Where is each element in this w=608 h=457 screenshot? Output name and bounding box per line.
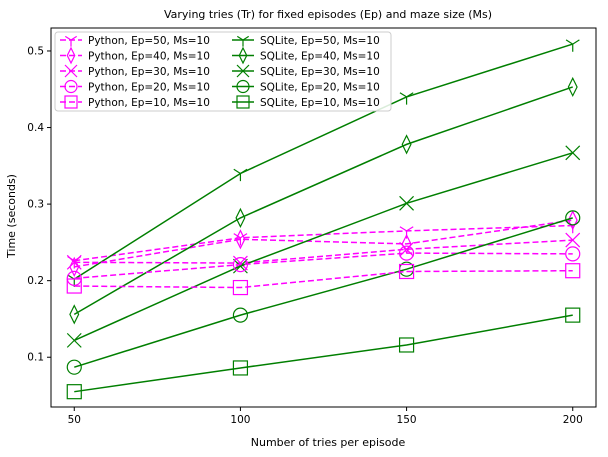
y-tick-label: 0.2 [27,275,44,287]
legend: Python, Ep=50, Ms=10 SQLite, Ep=50, Ms=10… [54,31,392,112]
legend-item: Python, Ep=20, Ms=10 [60,79,210,94]
data-point [66,270,82,286]
legend-label: Python, Ep=30, Ms=10 [88,66,210,78]
series-line [74,239,573,264]
series-line [74,217,573,368]
x-tick-label: 200 [563,414,583,426]
data-point [399,226,414,239]
legend-item: SQLite, Ep=10, Ms=10 [232,95,380,109]
data-point [567,210,578,231]
series-line [74,269,573,289]
data-point [565,145,581,161]
series-sqlite-1 [67,39,580,287]
data-point [565,232,581,248]
legend-item: Python, Ep=50, Ms=10 [60,35,210,47]
plot-frame [50,27,597,408]
plot-area [66,39,581,400]
x-axis-label: Number of tries per episode [251,436,406,449]
data-point [64,35,78,47]
data-point [66,278,82,294]
data-point [565,210,581,226]
series-line [74,219,573,268]
legend-label: Python, Ep=40, Ms=10 [88,51,210,63]
data-point [232,258,248,274]
data-point [66,384,82,400]
data-point [236,35,250,47]
series-sqlite-5 [66,145,581,348]
data-point [399,92,414,105]
legend-item: SQLite, Ep=30, Ms=10 [232,64,380,78]
legend-item: Python, Ep=40, Ms=10 [60,46,210,65]
legend-label: SQLite, Ep=20, Ms=10 [260,82,380,94]
data-point [565,263,581,279]
series-line [74,252,573,280]
data-point [233,168,248,182]
data-point [236,79,250,94]
data-point [236,95,250,109]
data-point [232,360,249,376]
y-axis-label: Time (seconds) [5,174,18,259]
series-python-8 [66,263,581,296]
legend-item: SQLite, Ep=50, Ms=10 [232,35,380,47]
data-point [399,195,415,211]
y-tick-label: 0.1 [27,352,44,364]
data-point [398,337,415,353]
data-point [66,332,82,348]
legend-item: Python, Ep=30, Ms=10 [60,64,210,78]
legend-label: SQLite, Ep=50, Ms=10 [260,35,380,47]
legend-label: Python, Ep=20, Ms=10 [88,82,210,94]
legend-label: Python, Ep=10, Ms=10 [88,97,210,109]
x-tick-label: 50 [68,414,81,426]
data-point [567,76,578,98]
legend-box [54,31,392,112]
y-tick-label: 0.5 [27,45,44,57]
data-point [66,359,82,375]
legend-label: SQLite, Ep=10, Ms=10 [260,97,380,109]
y-tick-label: 0.4 [27,122,44,134]
data-point [236,64,250,78]
legend-item: SQLite, Ep=40, Ms=10 [232,46,380,65]
data-point [232,307,249,323]
data-point [66,254,82,270]
chart-title: Varying tries (Tr) for fixed episodes (E… [164,8,492,21]
data-point [69,304,80,325]
legend-label: SQLite, Ep=40, Ms=10 [260,51,380,63]
data-point [232,279,249,296]
legend-item: Python, Ep=10, Ms=10 [60,95,210,109]
series-sqlite-3 [69,76,578,325]
y-tick-label: 0.3 [27,199,44,211]
series-python-6 [66,245,581,286]
series-line [74,224,573,262]
series-sqlite-9 [66,307,581,400]
series-line [73,86,573,316]
data-point [64,64,78,78]
data-point [64,79,78,94]
data-point [66,46,76,65]
data-point [232,256,249,273]
data-point [398,263,415,280]
data-point [69,256,80,277]
data-point [565,39,580,52]
data-point [238,46,248,65]
legend-label: SQLite, Ep=30, Ms=10 [260,66,380,78]
series-python-4 [66,232,581,271]
x-tick-label: 100 [230,414,250,426]
x-tick-label: 150 [397,414,417,426]
data-point [398,245,415,261]
series-line [74,314,573,393]
legend-label: Python, Ep=50, Ms=10 [88,35,210,47]
data-point [565,246,581,262]
data-point [233,233,248,246]
series-python-0 [67,220,580,269]
data-point [565,307,581,323]
series-line [73,43,573,280]
series-line [73,152,573,342]
axis-ticks: 50 100 150 200 0.1 0.2 0.3 0.4 0.5 [27,45,582,426]
data-point [401,134,412,155]
legend-item: SQLite, Ep=20, Ms=10 [232,79,380,94]
data-point [235,229,246,250]
data-point [235,207,246,228]
data-point [64,95,78,109]
